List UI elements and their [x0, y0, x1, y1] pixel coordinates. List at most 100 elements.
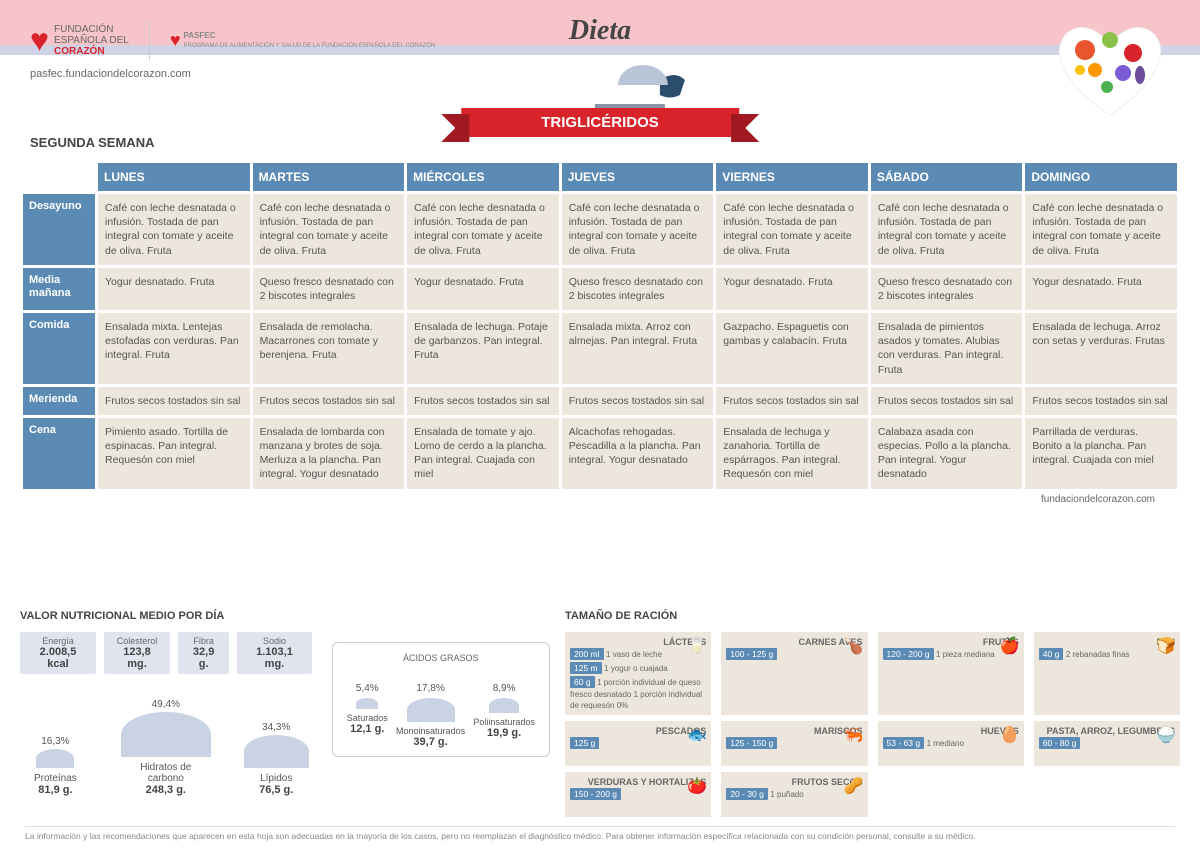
- meal-table: LUNESMARTESMIÉRCOLESJUEVESVIERNESSÁBADOD…: [20, 160, 1180, 505]
- meal-cell: Café con leche desnatada o infusión. Tos…: [407, 194, 559, 265]
- meal-label: Comida: [23, 313, 95, 384]
- food-heart-icon: [1045, 15, 1175, 125]
- subtitle-ribbon: TRIGLICÉRIDOS: [461, 108, 739, 137]
- meal-cell: Parrillada de verduras. Bonito a la plan…: [1025, 418, 1177, 489]
- food-icon: 🍎: [1000, 636, 1020, 656]
- fatty-acids-box: ÁCIDOS GRASOS 5,4% Saturados12,1 g. 17,8…: [332, 642, 550, 757]
- day-header: VIERNES: [716, 163, 868, 191]
- meal-cell: Frutos secos tostados sin sal: [253, 387, 405, 415]
- heart-icon: ♥: [170, 30, 181, 51]
- acids-chart: 5,4% Saturados12,1 g. 17,8% Monoinsatura…: [343, 683, 539, 748]
- day-header: SÁBADO: [871, 163, 1023, 191]
- portions-title: TAMAÑO DE RACIÓN: [565, 610, 1180, 622]
- macro-hump: 49,4% Hidratos de carbono248,3 g.: [121, 699, 211, 796]
- meal-cell: Frutos secos tostados sin sal: [871, 387, 1023, 415]
- day-header: DOMINGO: [1025, 163, 1177, 191]
- nutri-box: Sodio1.103,1 mg.: [237, 632, 311, 674]
- nutri-box: Fibra32,9 g.: [178, 632, 229, 674]
- portion-item: 🐟 PESCADOS 125 g: [565, 721, 711, 766]
- meal-cell: Queso fresco desnatado con 2 biscotes in…: [871, 268, 1023, 310]
- day-header: LUNES: [98, 163, 250, 191]
- nutri-box: Energía2.008,5 kcal: [20, 632, 96, 674]
- day-header: MIÉRCOLES: [407, 163, 559, 191]
- food-icon: 🥚: [1000, 725, 1020, 745]
- org1-line1: FUNDACIÓN: [54, 24, 113, 35]
- food-icon: 🍚: [1156, 725, 1176, 745]
- meal-cell: Frutos secos tostados sin sal: [562, 387, 714, 415]
- macros-chart: 16,3% Proteínas81,9 g. 49,4% Hidratos de…: [20, 699, 312, 796]
- meal-cell: Queso fresco desnatado con 2 biscotes in…: [253, 268, 405, 310]
- meal-cell: Ensalada mixta. Arroz con almejas. Pan i…: [562, 313, 714, 384]
- acid-hump: 5,4% Saturados12,1 g.: [347, 683, 388, 748]
- org1-line3: CORAZÓN: [54, 46, 105, 57]
- meal-cell: Queso fresco desnatado con 2 biscotes in…: [562, 268, 714, 310]
- meal-cell: Frutos secos tostados sin sal: [98, 387, 250, 415]
- day-header: JUEVES: [562, 163, 714, 191]
- portion-item: 🥛 LÁCTEOS 200 ml 1 vaso de leche125 m 1 …: [565, 632, 711, 715]
- meal-label: Media mañana: [23, 268, 95, 310]
- header-url: pasfec.fundaciondelcorazon.com: [30, 68, 435, 80]
- meal-cell: Yogur desnatado. Fruta: [1025, 268, 1177, 310]
- org-logo-pasfec: ♥ PASFEC PROGRAMA DE ALIMENTACIÓN Y SALU…: [170, 30, 435, 51]
- footer-url: fundaciondelcorazon.com: [20, 492, 1180, 505]
- meal-cell: Pimiento asado. Tortilla de espinacas. P…: [98, 418, 250, 489]
- meal-cell: Café con leche desnatada o infusión. Tos…: [716, 194, 868, 265]
- meal-cell: Ensalada de lechuga y zanahoria. Tortill…: [716, 418, 868, 489]
- food-icon: 🍞: [1156, 636, 1176, 656]
- meal-cell: Café con leche desnatada o infusión. Tos…: [871, 194, 1023, 265]
- heart-icon: ♥: [30, 22, 49, 59]
- nutritional-value: VALOR NUTRICIONAL MEDIO POR DÍA Energía2…: [20, 610, 550, 817]
- week-label: SEGUNDA SEMANA: [30, 135, 154, 150]
- portion-item: 🥚 HUEVOS 53 - 63 g 1 mediano: [878, 721, 1024, 766]
- meal-label: Cena: [23, 418, 95, 489]
- meal-cell: Café con leche desnatada o infusión. Tos…: [562, 194, 714, 265]
- meal-cell: Yogur desnatado. Fruta: [98, 268, 250, 310]
- org2-name: PASFEC: [184, 31, 216, 40]
- portion-item: 🍎 FRUTAS 120 - 200 g 1 pieza mediana: [878, 632, 1024, 715]
- meal-cell: Alcachofas rehogadas. Pescadilla a la pl…: [562, 418, 714, 489]
- meal-cell: Frutos secos tostados sin sal: [407, 387, 559, 415]
- portion-item: 🦐 MARISCOS 125 - 150 g: [721, 721, 867, 766]
- food-icon: 🍗: [844, 636, 864, 656]
- portion-sizes: TAMAÑO DE RACIÓN 🥛 LÁCTEOS 200 ml 1 vaso…: [565, 610, 1180, 817]
- meal-cell: Yogur desnatado. Fruta: [716, 268, 868, 310]
- meal-cell: Café con leche desnatada o infusión. Tos…: [1025, 194, 1177, 265]
- acid-hump: 8,9% Poliinsaturados19,9 g.: [473, 683, 535, 748]
- portion-item: 🍅 VERDURAS Y HORTALIZAS 150 - 200 g: [565, 772, 711, 817]
- portion-item: 🍚 PASTA, ARROZ, LEGUMBRES 60 - 80 g: [1034, 721, 1180, 766]
- meal-label: Desayuno: [23, 194, 95, 265]
- macro-hump: 34,3% Lípidos76,5 g.: [241, 722, 312, 796]
- day-header: MARTES: [253, 163, 405, 191]
- nutri-title: VALOR NUTRICIONAL MEDIO POR DÍA: [20, 610, 550, 622]
- meal-cell: Ensalada de lechuga. Arroz con setas y v…: [1025, 313, 1177, 384]
- meal-cell: Gazpacho. Espaguetis con gambas y calaba…: [716, 313, 868, 384]
- meal-cell: Ensalada de remolacha. Macarrones con to…: [253, 313, 405, 384]
- meal-cell: Frutos secos tostados sin sal: [716, 387, 868, 415]
- food-icon: 🦐: [844, 725, 864, 745]
- disclaimer: La información y las recomendaciones que…: [25, 826, 1175, 841]
- nutri-boxes: Energía2.008,5 kcalColesterol123,8 mg.Fi…: [20, 632, 312, 674]
- logo-divider: [149, 20, 150, 60]
- acid-hump: 17,8% Monoinsaturados39,7 g.: [396, 683, 465, 748]
- food-icon: 🍅: [687, 776, 707, 796]
- meal-cell: Yogur desnatado. Fruta: [407, 268, 559, 310]
- bottom-section: VALOR NUTRICIONAL MEDIO POR DÍA Energía2…: [20, 610, 1180, 817]
- macro-hump: 16,3% Proteínas81,9 g.: [20, 736, 91, 796]
- nutri-box: Colesterol123,8 mg.: [104, 632, 170, 674]
- portion-grid: 🥛 LÁCTEOS 200 ml 1 vaso de leche125 m 1 …: [565, 632, 1180, 817]
- food-icon: 🥛: [687, 636, 707, 656]
- meal-cell: Café con leche desnatada o infusión. Tos…: [253, 194, 405, 265]
- dieta-badge: Dieta: [569, 15, 631, 47]
- org1-line2: ESPAÑOLA DEL: [54, 35, 129, 46]
- meal-cell: Ensalada mixta. Lentejas estofadas con v…: [98, 313, 250, 384]
- meal-cell: Frutos secos tostados sin sal: [1025, 387, 1177, 415]
- portion-item: 🍗 CARNES AVES 100 - 125 g: [721, 632, 867, 715]
- meal-cell: Ensalada de lombarda con manzana y brote…: [253, 418, 405, 489]
- acids-title: ÁCIDOS GRASOS: [343, 653, 539, 663]
- meal-cell: Ensalada de lechuga. Potaje de garbanzos…: [407, 313, 559, 384]
- meal-cell: Calabaza asada con especias. Pollo a la …: [871, 418, 1023, 489]
- meal-cell: Ensalada de pimientos asados y tomates. …: [871, 313, 1023, 384]
- logo-group: ♥ FUNDACIÓN ESPAÑOLA DEL CORAZÓN ♥ PASFE…: [30, 20, 435, 60]
- org-logo-fec: ♥ FUNDACIÓN ESPAÑOLA DEL CORAZÓN: [30, 22, 129, 59]
- dieta-title: Dieta: [569, 15, 631, 47]
